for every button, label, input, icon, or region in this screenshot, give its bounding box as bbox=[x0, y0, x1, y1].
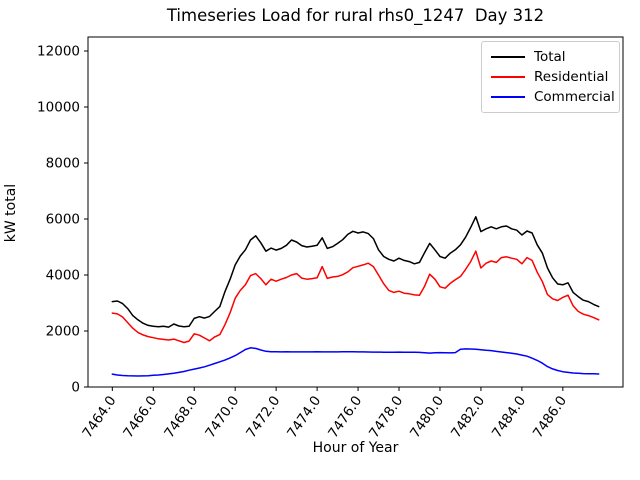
x-tick-label: 7482.0 bbox=[448, 393, 488, 441]
residential-line-swatch bbox=[491, 76, 525, 78]
y-tick-label: 2000 bbox=[46, 324, 80, 340]
legend-entry-commercial: Commercial bbox=[491, 87, 615, 107]
y-tick-label: 10000 bbox=[37, 100, 80, 116]
x-tick-label: 7468.0 bbox=[161, 393, 201, 441]
series-line-residential bbox=[111, 250, 600, 344]
y-tick-label: 6000 bbox=[46, 212, 80, 228]
x-axis-label: Hour of Year bbox=[312, 440, 399, 456]
y-tick-label: 12000 bbox=[37, 44, 80, 60]
x-tick-label: 7474.0 bbox=[284, 393, 324, 441]
y-tick-label: 8000 bbox=[46, 156, 80, 172]
legend-entry-residential: Residential bbox=[491, 67, 611, 87]
legend-label-residential: Residential bbox=[534, 69, 609, 85]
total-line-swatch bbox=[491, 56, 525, 58]
x-tick-label: 7478.0 bbox=[366, 393, 406, 441]
legend-entry-total: Total bbox=[491, 47, 611, 67]
x-tick-label: 7466.0 bbox=[120, 393, 160, 441]
axes-spines bbox=[87, 36, 624, 388]
x-tick-label: 7484.0 bbox=[489, 393, 529, 441]
x-tick-label: 7476.0 bbox=[325, 393, 365, 441]
x-tick-label: 7470.0 bbox=[202, 393, 242, 441]
series-line-total bbox=[111, 216, 600, 328]
x-tick-label: 7472.0 bbox=[243, 393, 283, 441]
y-tick-label: 4000 bbox=[46, 268, 80, 284]
legend-label-total: Total bbox=[534, 49, 566, 65]
legend-label-commercial: Commercial bbox=[534, 89, 615, 105]
chart-title: Timeseries Load for rural rhs0_1247 Day … bbox=[166, 6, 545, 25]
x-tick-label: 7480.0 bbox=[407, 393, 447, 441]
y-tick-label: 0 bbox=[71, 380, 80, 396]
legend: Total Residential Commercial bbox=[481, 41, 620, 113]
series-line-commercial bbox=[111, 347, 600, 377]
x-tick-label: 7486.0 bbox=[530, 393, 570, 441]
commercial-line-swatch bbox=[491, 96, 525, 98]
x-tick-label: 7464.0 bbox=[79, 393, 119, 441]
